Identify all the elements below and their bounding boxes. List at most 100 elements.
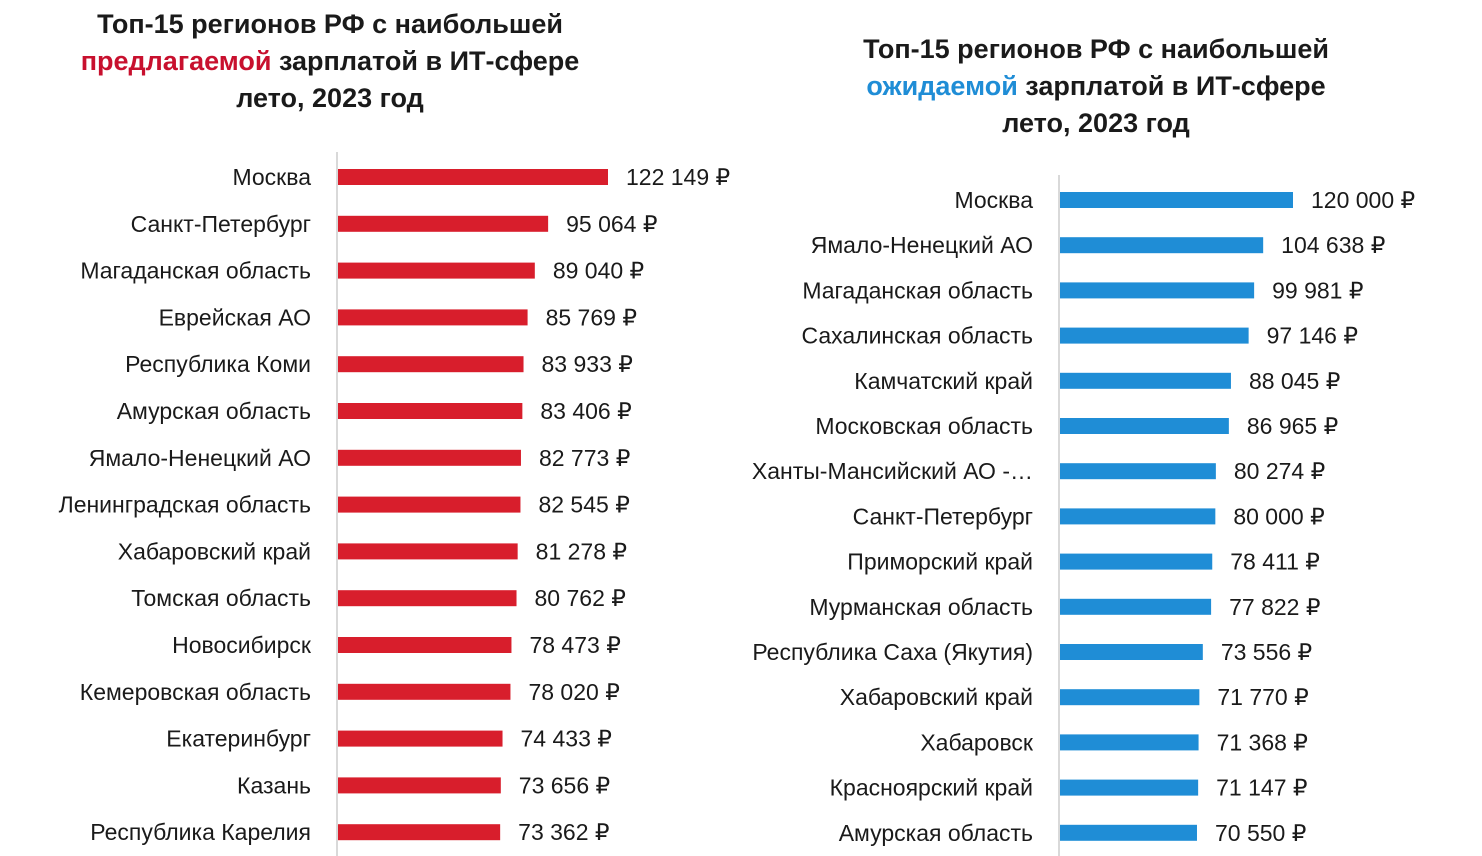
bar <box>1060 644 1203 660</box>
chart-title: Топ-15 регионов РФ с наибольшей предлага… <box>70 6 590 117</box>
title-line-2-rest: зарплатой в ИТ-сфере <box>271 46 580 76</box>
data-label: 82 773 ₽ <box>539 445 630 471</box>
bar <box>338 590 517 607</box>
bar <box>1060 598 1212 615</box>
data-label: 78 020 ₽ <box>528 679 619 705</box>
bar <box>1060 192 1293 208</box>
category-label: Санкт-Петербург <box>131 211 311 237</box>
title-line-1: Топ-15 регионов РФ с наибольшей <box>863 34 1329 64</box>
title-line-2-rest: зарплатой в ИТ-сфере <box>1017 71 1326 101</box>
data-label: 120 000 ₽ <box>1311 187 1415 213</box>
bar <box>1060 824 1197 841</box>
data-label: 83 406 ₽ <box>540 398 631 424</box>
title-line-1: Топ-15 регионов РФ с наибольшей <box>97 9 563 39</box>
category-label: Еврейская АО <box>159 304 311 330</box>
chart-panel-offered: Топ-15 регионов РФ с наибольшей предлага… <box>0 0 740 856</box>
bar <box>1060 463 1216 480</box>
data-label: 78 411 ₽ <box>1230 549 1320 575</box>
title-line-3: лето, 2023 год <box>236 83 424 113</box>
bar <box>1060 508 1216 525</box>
category-label: Магаданская область <box>80 258 311 284</box>
data-label: 80 000 ₽ <box>1233 503 1324 529</box>
bar <box>1060 372 1231 389</box>
bar <box>1060 327 1249 344</box>
category-label: Московская область <box>815 413 1033 439</box>
data-label: 80 762 ₽ <box>535 585 626 611</box>
category-label: Ленинградская область <box>59 492 311 518</box>
title-line-3: лето, 2023 год <box>1002 108 1190 138</box>
data-label: 71 368 ₽ <box>1217 729 1308 755</box>
category-label: Камчатский край <box>854 368 1033 394</box>
bar <box>338 730 503 747</box>
bar <box>338 403 523 419</box>
category-label: Ханты-Мансийский АО -… <box>752 458 1033 484</box>
bar <box>338 356 524 373</box>
data-label: 95 064 ₽ <box>566 211 657 237</box>
data-label: 74 433 ₽ <box>521 726 612 752</box>
bar <box>338 777 501 794</box>
data-label: 70 550 ₽ <box>1215 820 1306 846</box>
bar <box>1060 553 1213 570</box>
bar <box>338 683 511 700</box>
data-label: 80 274 ₽ <box>1234 458 1325 484</box>
bar <box>1060 282 1255 299</box>
category-label: Мурманская область <box>809 594 1033 620</box>
bar-chart-expected: Москва 120 000 ₽ Ямало-Ненецкий АО 104 638 … <box>752 175 1415 856</box>
data-label: 83 933 ₽ <box>542 351 633 377</box>
category-label: Хабаровский край <box>840 684 1033 710</box>
title-highlight: предлагаемой <box>80 46 272 76</box>
data-label: 73 656 ₽ <box>519 772 610 798</box>
category-label: Ямало-Ненецкий АО <box>89 445 311 471</box>
data-label: 73 556 ₽ <box>1221 639 1312 665</box>
category-label: Красноярский край <box>830 775 1033 801</box>
category-label: Санкт-Петербург <box>853 503 1033 529</box>
data-label: 81 278 ₽ <box>536 538 627 564</box>
data-label: 97 146 ₽ <box>1267 323 1358 349</box>
bar <box>338 262 535 279</box>
title-highlight: ожидаемой <box>866 71 1018 101</box>
category-label: Екатеринбург <box>166 726 311 752</box>
category-label: Магаданская область <box>802 277 1033 303</box>
title-line-2: ожидаемой зарплатой в ИТ-сфере <box>801 68 1391 105</box>
data-label: 89 040 ₽ <box>553 258 644 284</box>
data-label: 99 981 ₽ <box>1272 277 1363 303</box>
data-label: 78 473 ₽ <box>529 632 620 658</box>
bar <box>338 309 528 326</box>
data-label: 85 769 ₽ <box>546 304 637 330</box>
data-label: 122 149 ₽ <box>626 164 730 190</box>
data-label: 82 545 ₽ <box>538 492 629 518</box>
category-label: Томская область <box>131 585 311 611</box>
bar <box>338 543 518 560</box>
bar <box>1060 418 1229 434</box>
bar <box>1060 237 1264 254</box>
bar <box>1060 689 1200 706</box>
bar <box>1060 779 1199 796</box>
category-label: Ямало-Ненецкий АО <box>811 232 1033 258</box>
category-label: Кемеровская область <box>80 679 311 705</box>
category-label: Сахалинская область <box>801 323 1033 349</box>
data-label: 73 362 ₽ <box>518 819 609 845</box>
bar <box>338 824 501 841</box>
bar <box>1060 734 1199 751</box>
bar <box>338 496 521 513</box>
data-label: 71 770 ₽ <box>1217 684 1308 710</box>
category-label: Республика Саха (Якутия) <box>752 639 1033 665</box>
category-label: Казань <box>237 772 311 798</box>
chart-title: Топ-15 регионов РФ с наибольшей ожидаемо… <box>801 31 1391 142</box>
chart-panel-expected: Топ-15 регионов РФ с наибольшей ожидаемо… <box>741 0 1482 856</box>
category-label: Хабаровский край <box>118 538 311 564</box>
bar <box>338 169 608 185</box>
category-label: Новосибирск <box>172 632 312 658</box>
bar <box>338 449 521 466</box>
data-label: 88 045 ₽ <box>1249 368 1340 394</box>
bar <box>338 637 512 653</box>
category-label: Амурская область <box>117 398 311 424</box>
category-label: Хабаровск <box>920 729 1034 755</box>
category-label: Приморский край <box>847 549 1033 575</box>
category-label: Амурская область <box>839 820 1033 846</box>
data-label: 104 638 ₽ <box>1281 232 1385 258</box>
category-label: Москва <box>232 164 311 190</box>
category-label: Республика Коми <box>125 351 311 377</box>
data-label: 86 965 ₽ <box>1247 413 1338 439</box>
data-label: 71 147 ₽ <box>1216 775 1307 801</box>
